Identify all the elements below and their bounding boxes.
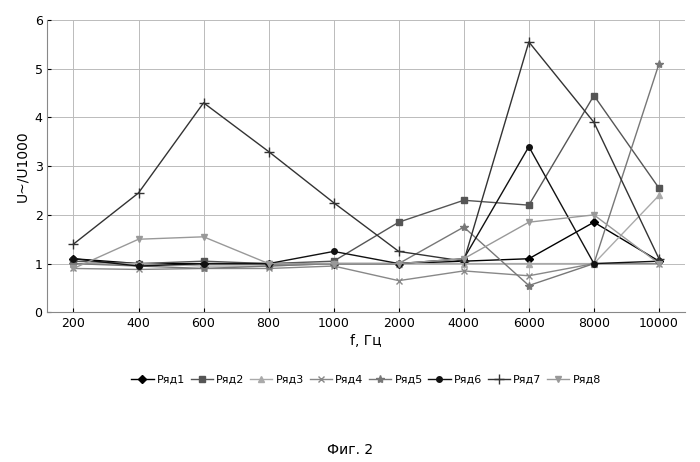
Ряд2 [654, 185, 663, 191]
Ряд8 [199, 234, 208, 240]
Line: Ряд3: Ряд3 [71, 193, 662, 269]
Ряд5 [460, 224, 468, 230]
Ряд5 [654, 61, 663, 67]
Ряд2 [525, 202, 533, 208]
Ряд1 [525, 256, 533, 261]
Ряд6 [654, 258, 663, 264]
Ряд5 [134, 263, 143, 269]
Ряд6 [69, 256, 78, 261]
Ряд6 [525, 144, 533, 149]
Ряд1 [265, 261, 273, 267]
Ряд7 [460, 258, 468, 264]
Ряд4 [134, 267, 143, 272]
Ряд1 [395, 261, 403, 267]
Ряд6 [134, 263, 143, 269]
Ряд5 [525, 283, 533, 288]
Ряд3 [199, 263, 208, 269]
Ряд7 [199, 100, 208, 106]
Ряд1 [460, 258, 468, 264]
Ряд3 [134, 261, 143, 267]
Ряд2 [395, 219, 403, 225]
Ряд4 [589, 261, 598, 267]
Ряд8 [460, 256, 468, 261]
Ряд1 [69, 256, 78, 261]
Ряд7 [525, 39, 533, 45]
Ряд7 [330, 200, 338, 206]
Ряд8 [330, 261, 338, 267]
Ряд8 [69, 266, 78, 271]
Ряд4 [330, 263, 338, 269]
Ряд1 [199, 261, 208, 267]
Ряд2 [460, 197, 468, 203]
Ряд4 [199, 266, 208, 271]
Ряд4 [525, 273, 533, 279]
Ряд7 [69, 241, 78, 247]
Ряд3 [395, 261, 403, 267]
Ряд3 [589, 261, 598, 267]
Ряд6 [330, 249, 338, 254]
Ряд6 [265, 261, 273, 267]
Line: Ряд5: Ряд5 [69, 60, 663, 290]
Ряд1 [330, 261, 338, 267]
Ряд6 [460, 256, 468, 261]
Ряд5 [199, 266, 208, 271]
Line: Ряд2: Ряд2 [71, 93, 662, 267]
Ряд3 [525, 261, 533, 267]
Ряд4 [265, 266, 273, 271]
Ряд4 [69, 266, 78, 271]
Ряд7 [134, 190, 143, 196]
Line: Ряд1: Ряд1 [71, 219, 662, 267]
Ряд8 [525, 219, 533, 225]
X-axis label: f, Гц: f, Гц [351, 334, 382, 348]
Text: Фиг. 2: Фиг. 2 [327, 444, 373, 457]
Ряд3 [460, 261, 468, 267]
Ряд3 [330, 261, 338, 267]
Ряд1 [589, 219, 598, 225]
Line: Ряд4: Ряд4 [70, 260, 662, 284]
Ряд7 [395, 249, 403, 254]
Ряд7 [654, 256, 663, 261]
Ряд4 [460, 268, 468, 274]
Ряд8 [589, 212, 598, 218]
Ряд6 [589, 261, 598, 267]
Ряд6 [395, 261, 403, 267]
Y-axis label: U~/U1000: U~/U1000 [15, 130, 29, 202]
Ряд5 [69, 261, 78, 267]
Legend: Ряд1, Ряд2, Ряд3, Ряд4, Ряд5, Ряд6, Ряд7, Ряд8: Ряд1, Ряд2, Ряд3, Ряд4, Ряд5, Ряд6, Ряд7… [127, 371, 606, 389]
Ряд2 [589, 93, 598, 98]
Ряд3 [654, 193, 663, 198]
Ряд4 [395, 278, 403, 283]
Ряд5 [330, 261, 338, 267]
Ряд5 [395, 261, 403, 267]
Ряд8 [265, 261, 273, 267]
Ряд2 [134, 261, 143, 267]
Ряд5 [589, 261, 598, 267]
Ряд1 [134, 261, 143, 267]
Ряд3 [265, 263, 273, 269]
Ряд3 [69, 261, 78, 267]
Line: Ряд8: Ряд8 [71, 212, 662, 271]
Ряд2 [199, 258, 208, 264]
Line: Ряд7: Ряд7 [69, 37, 664, 266]
Ряд2 [330, 258, 338, 264]
Ряд7 [265, 149, 273, 154]
Ряд2 [265, 261, 273, 267]
Ряд2 [69, 258, 78, 264]
Ряд8 [654, 261, 663, 267]
Line: Ряд6: Ряд6 [71, 144, 662, 269]
Ряд6 [199, 261, 208, 267]
Ряд8 [134, 237, 143, 242]
Ряд5 [265, 263, 273, 269]
Ряд7 [589, 120, 598, 125]
Ряд8 [395, 261, 403, 267]
Ряд4 [654, 261, 663, 267]
Ряд1 [654, 258, 663, 264]
